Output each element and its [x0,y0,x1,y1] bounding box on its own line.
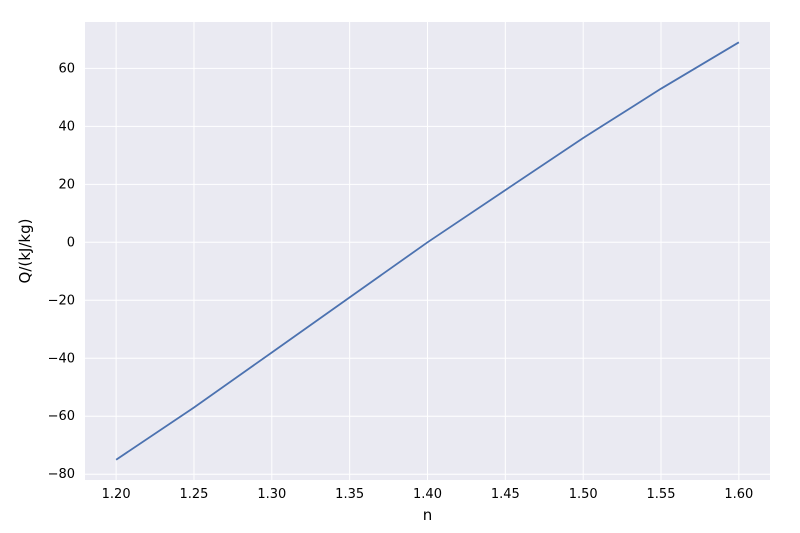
x-tick-label: 1.40 [413,487,442,502]
y-tick-label: −20 [48,293,75,308]
x-tick-label: 1.55 [647,487,676,502]
chart-container: 1.20 1.25 1.30 1.35 1.40 1.45 1.50 1.55 1.60 −80 −… [0,0,800,533]
x-tick-label: 1.35 [335,487,364,502]
chart-svg: 1.20 1.25 1.30 1.35 1.40 1.45 1.50 1.55 1.60 −80 −… [0,0,800,533]
y-axis-label: Q/(kJ/kg) [16,219,34,284]
x-tick-label: 1.45 [491,487,520,502]
y-tick-label: 60 [58,61,75,76]
x-tick-label: 1.30 [257,487,286,502]
y-tick-label: −40 [48,351,75,366]
y-tick-label: −60 [48,409,75,424]
y-tick-label: −80 [48,467,75,482]
x-tick-label: 1.20 [102,487,131,502]
y-tick-label: 40 [58,119,75,134]
y-tick-label: 20 [58,177,75,192]
x-axis-label: n [423,506,433,524]
x-tick-label: 1.50 [569,487,598,502]
x-tick-label: 1.60 [724,487,753,502]
y-tick-label: 0 [67,235,75,250]
x-tick-label: 1.25 [180,487,209,502]
